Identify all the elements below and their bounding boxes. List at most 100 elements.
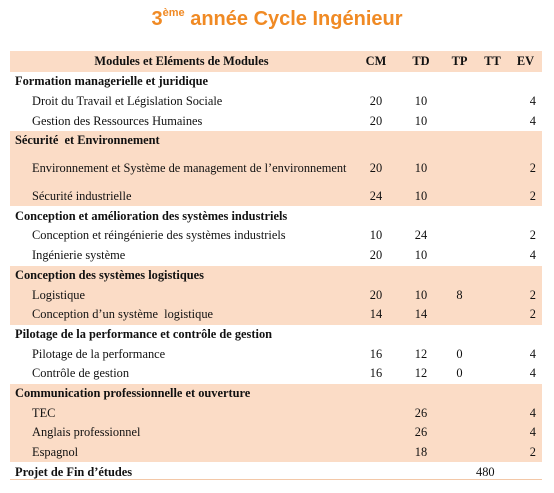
table-row: Anglais professionnel 26 4 [10,423,542,443]
curriculum-table: Modules et Eléments de Modules CM TD TP … [10,51,542,482]
element-name: Contrôle de gestion [32,366,130,381]
table-bottom-rule [10,479,542,480]
table-row: Conception et réingénierie des systèmes … [10,226,542,246]
td-value: 10 [399,150,443,187]
cm-value: 20 [353,150,399,187]
group-row: Sécurité et Environnement [10,131,542,151]
group-row: Conception et amélioration des systèmes … [10,206,542,226]
ev-value: 4 [529,346,536,361]
page-title: 3ème année Cycle Ingénieur [0,7,554,31]
tt-value [476,344,509,364]
table-row: Espagnol 18 2 [10,442,542,463]
cm-value: 10 [369,228,383,243]
element-name: Droit du Travail et Législation Sociale [32,94,223,109]
tp-value [443,92,476,112]
tp-value [443,111,476,131]
cm-value: 16 [369,346,383,361]
tp-value: 8 [443,285,476,305]
element-name: Environnement et Système de management d… [10,150,353,187]
cm-value: 16 [369,366,383,381]
cm-value: 20 [353,285,399,305]
element-name: Sécurité industrielle [10,186,353,207]
group-row: Conception des systèmes logistiques [10,265,542,286]
ev-value: 2 [509,150,542,187]
element-name: Espagnol [10,442,353,463]
td-value: 26 [399,423,443,443]
table-row: Ingénierie système 20 10 4 [10,246,542,266]
tt-value [476,111,509,131]
td-value: 24 [414,228,428,243]
element-name: Logistique [10,285,353,305]
tt-value [476,403,509,423]
tp-value: 0 [456,346,463,361]
ev-value: 4 [529,113,536,128]
tt-value [476,285,509,305]
tp-value [443,442,476,463]
table-row: TEC 26 4 [10,403,542,423]
cm-value [353,423,399,443]
group-row: Formation managerielle et juridique [10,72,542,92]
tt-value [476,304,509,325]
ev-value: 4 [529,366,536,381]
element-name: Anglais professionnel [10,423,353,443]
tt-value [476,150,509,187]
table-row: Contrôle de gestion 16 12 0 4 [10,364,542,384]
table-row: Logistique 20 10 8 2 [10,285,542,305]
cm-value [353,442,399,463]
header-td: TD [399,51,443,72]
header-tt: TT [476,51,509,72]
cm-value: 20 [369,248,383,263]
table-row: Droit du Travail et Législation Sociale … [10,92,542,112]
element-name: Conception et réingénierie des systèmes … [32,228,286,243]
cm-value [353,403,399,423]
element-name: Ingénierie système [32,248,126,263]
tp-value [443,304,476,325]
tt-value [476,246,509,266]
ev-value: 4 [509,403,542,423]
ev-value: 4 [529,248,536,263]
ev-value: 2 [509,285,542,305]
header-ev: EV [509,51,542,72]
table-row: Environnement et Système de management d… [10,150,542,187]
td-value: 10 [399,285,443,305]
td-value: 26 [399,403,443,423]
header-cm: CM [353,51,399,72]
tt-value [476,186,509,207]
tt-value [476,226,509,246]
table-row: Sécurité industrielle 24 10 2 [10,186,542,207]
td-value: 10 [414,248,428,263]
group-row: Pilotage de la performance et contrôle d… [10,325,542,345]
ev-value: 2 [529,228,536,243]
group-title: Communication professionnelle et ouvertu… [10,383,542,404]
tt-value [476,423,509,443]
element-name: TEC [10,403,353,423]
tp-value [443,246,476,266]
table-row: Conception d’un système logistique 14 14… [10,304,542,325]
tp-value [443,403,476,423]
td-value: 14 [399,304,443,325]
title-ordinal: 3 [151,8,163,30]
title-ordinal-suffix: ème [162,7,185,19]
tt-value [476,442,509,463]
title-text: année Cycle Ingénieur [190,8,403,30]
ev-value: 2 [509,442,542,463]
ev-value: 4 [509,423,542,443]
tp-value [443,186,476,207]
group-row: Communication professionnelle et ouvertu… [10,383,542,404]
final-project-row: Projet de Fin d’études 480 [10,462,542,482]
header-modules: Modules et Eléments de Modules [10,51,353,72]
tt-value [476,364,509,384]
td-value: 12 [414,346,428,361]
cm-value: 20 [369,94,383,109]
header-tp: TP [443,51,476,72]
header-row: Modules et Eléments de Modules CM TD TP … [10,51,542,72]
element-name: Conception d’un système logistique [10,304,353,325]
table-row: Pilotage de la performance 16 12 0 4 [10,344,542,364]
tt-value [476,92,509,112]
tp-value [443,423,476,443]
group-title: Formation managerielle et juridique [15,74,209,89]
group-title: Conception des systèmes logistiques [10,265,542,286]
tp-value [443,226,476,246]
tp-value: 0 [456,366,463,381]
final-project-tt: 480 [476,464,495,479]
